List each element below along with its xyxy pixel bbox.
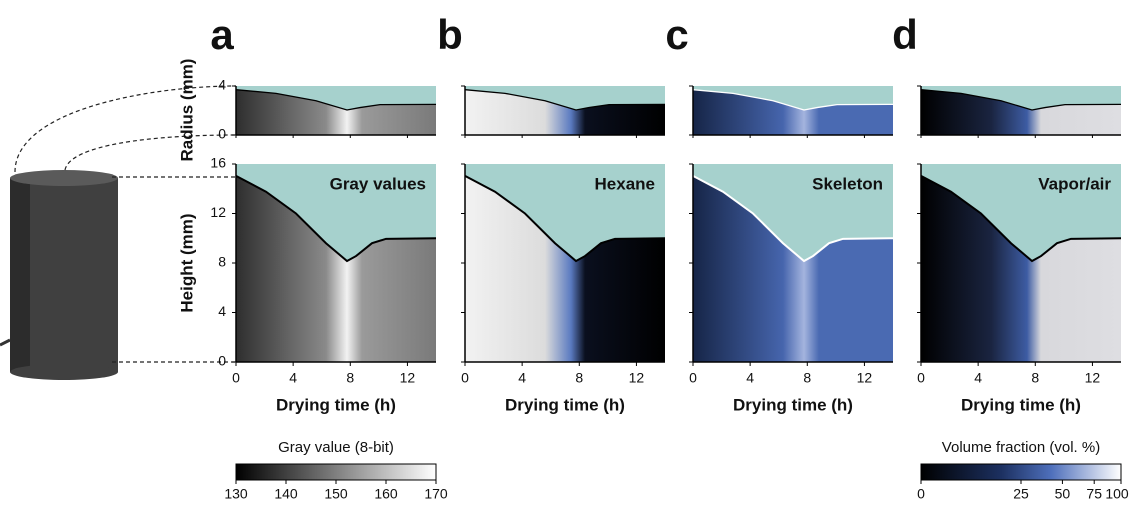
colorbar-tick-label: 25	[1013, 486, 1029, 502]
y-axis-label: Height (mm)	[177, 213, 196, 312]
colorbar	[236, 464, 436, 480]
panel-title: Gray values	[330, 174, 426, 193]
x-tick-label: 12	[1085, 370, 1101, 386]
colorbar-tick-label: 75	[1086, 486, 1102, 502]
y-axis-label: Radius (mm)	[177, 59, 196, 162]
x-axis-label: Drying time (h)	[961, 395, 1081, 414]
sample-cylinder	[0, 170, 118, 380]
x-tick-label: 4	[974, 370, 982, 386]
colorbar-tick-label: 100	[1105, 486, 1129, 502]
x-tick-label: 12	[629, 370, 645, 386]
x-tick-label: 0	[461, 370, 469, 386]
y-tick-label: 8	[218, 254, 226, 270]
x-tick-label: 4	[746, 370, 754, 386]
y-tick-label: 0	[218, 353, 226, 369]
y-tick-label: 12	[210, 204, 226, 220]
panel-title: Hexane	[595, 174, 655, 193]
colorbar-tick-label: 150	[324, 486, 348, 502]
panel-title: Vapor/air	[1038, 174, 1111, 193]
colorbar-label: Gray value (8-bit)	[278, 439, 394, 456]
y-tick-label: 4	[218, 77, 226, 93]
x-tick-label: 0	[689, 370, 697, 386]
x-tick-label: 0	[232, 370, 240, 386]
x-axis-label: Drying time (h)	[733, 395, 853, 414]
x-tick-label: 4	[289, 370, 297, 386]
panel-letter: c	[665, 11, 688, 58]
x-tick-label: 8	[575, 370, 583, 386]
panel-title: Skeleton	[812, 174, 883, 193]
x-axis-label: Drying time (h)	[505, 395, 625, 414]
colorbar-tick-label: 0	[917, 486, 925, 502]
panel-letter: a	[210, 11, 234, 58]
x-tick-label: 0	[917, 370, 925, 386]
x-tick-label: 8	[803, 370, 811, 386]
x-tick-label: 8	[346, 370, 354, 386]
colorbar-label: Volume fraction (vol. %)	[942, 439, 1100, 456]
colorbar-tick-label: 170	[424, 486, 448, 502]
colorbar-tick-label: 50	[1055, 486, 1071, 502]
x-tick-label: 12	[400, 370, 416, 386]
panel-letter: b	[437, 11, 463, 58]
figure: aGray values04812Drying time (h)bHexane0…	[0, 0, 1131, 504]
colorbar-tick-label: 130	[224, 486, 248, 502]
x-axis-label: Drying time (h)	[276, 395, 396, 414]
y-tick-label: 16	[210, 155, 226, 171]
x-tick-label: 4	[518, 370, 526, 386]
panel-letter: d	[892, 11, 918, 58]
colorbar-tick-label: 140	[274, 486, 298, 502]
x-tick-label: 8	[1031, 370, 1039, 386]
colorbar	[921, 464, 1121, 480]
y-tick-label: 0	[218, 126, 226, 142]
colorbar-tick-label: 160	[374, 486, 398, 502]
y-tick-label: 4	[218, 303, 226, 319]
x-tick-label: 12	[857, 370, 873, 386]
